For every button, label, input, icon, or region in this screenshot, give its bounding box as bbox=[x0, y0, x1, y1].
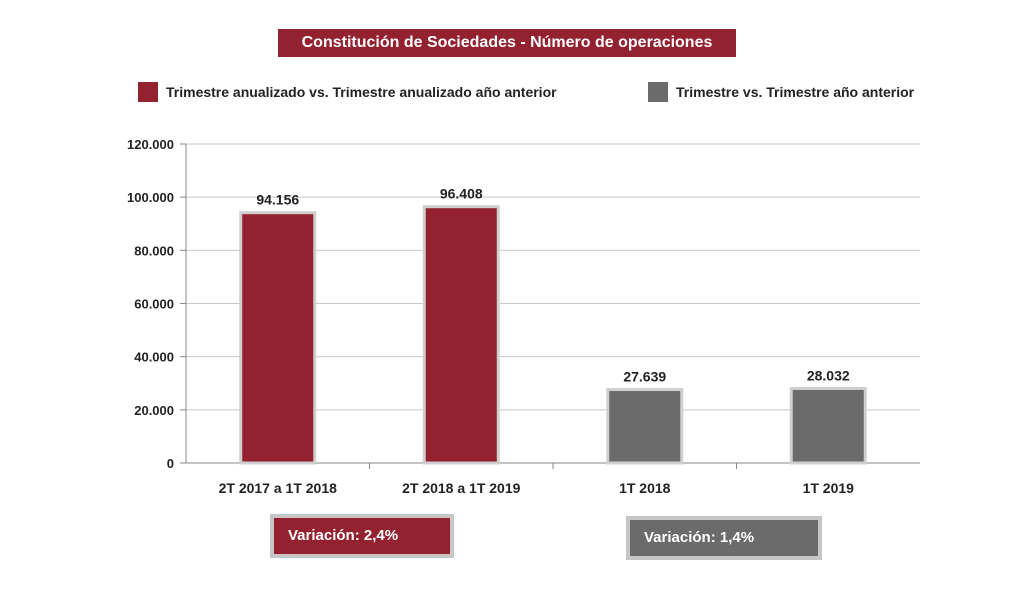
legend-item-annualized: Trimestre anualizado vs. Trimestre anual… bbox=[138, 82, 557, 102]
y-tick-label: 80.000 bbox=[134, 243, 174, 258]
y-tick-label: 120.000 bbox=[127, 137, 174, 152]
y-tick-label: 20.000 bbox=[134, 403, 174, 418]
legend-swatch-quarterly bbox=[648, 82, 668, 102]
chart-title: Constitución de Sociedades - Número de o… bbox=[278, 29, 736, 57]
legend-label-annualized: Trimestre anualizado vs. Trimestre anual… bbox=[166, 84, 557, 100]
variation-annotation-quarterly: Variación: 1,4% bbox=[626, 516, 822, 560]
bar bbox=[422, 205, 500, 465]
bar bbox=[789, 386, 867, 465]
y-tick-label: 60.000 bbox=[134, 297, 174, 312]
x-tick-label: 1T 2018 bbox=[619, 480, 671, 496]
legend-item-quarterly: Trimestre vs. Trimestre año anterior bbox=[648, 82, 914, 102]
x-tick-label: 2T 2018 a 1T 2019 bbox=[402, 480, 521, 496]
x-tick-label: 1T 2019 bbox=[803, 480, 855, 496]
variation-annotation-annualized: Variación: 2,4% bbox=[270, 514, 454, 558]
y-tick-label: 100.000 bbox=[127, 190, 174, 205]
bar bbox=[239, 211, 317, 465]
legend-label-quarterly: Trimestre vs. Trimestre año anterior bbox=[676, 84, 915, 100]
y-tick-label: 40.000 bbox=[134, 350, 174, 365]
legend-swatch-annualized bbox=[138, 82, 158, 102]
bar-value-label: 96.408 bbox=[440, 186, 483, 202]
bar-value-label: 27.639 bbox=[623, 369, 666, 385]
bar bbox=[606, 388, 684, 465]
x-tick-label: 2T 2017 a 1T 2018 bbox=[219, 480, 338, 496]
y-tick-label: 0 bbox=[167, 456, 174, 471]
bar-value-label: 28.032 bbox=[807, 367, 850, 383]
bar-value-label: 94.156 bbox=[256, 192, 299, 208]
